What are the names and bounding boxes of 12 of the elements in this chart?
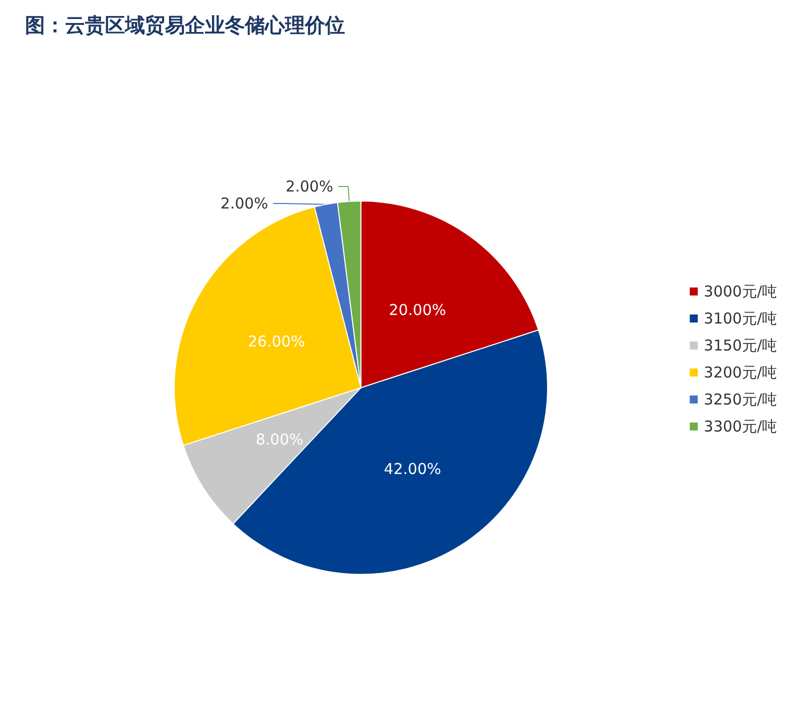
legend-label: 3250元/吨 xyxy=(704,390,778,408)
data-label: 2.00% xyxy=(220,194,268,212)
data-label: 26.00% xyxy=(248,332,306,350)
legend-label: 3100元/吨 xyxy=(704,310,778,328)
data-label: 42.00% xyxy=(384,460,442,478)
legend-label: 3150元/吨 xyxy=(704,336,778,354)
chart-title: 图：云贵区域贸易企业冬储心理价位 xyxy=(25,13,345,37)
legend-label: 3300元/吨 xyxy=(704,418,778,436)
legend-label: 3000元/吨 xyxy=(704,282,778,300)
legend-label: 3200元/吨 xyxy=(704,364,778,382)
data-label: 2.00% xyxy=(286,177,334,196)
data-label: 20.00% xyxy=(388,300,446,319)
